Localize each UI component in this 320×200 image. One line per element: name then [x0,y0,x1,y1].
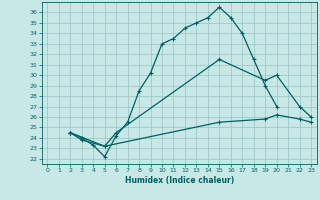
X-axis label: Humidex (Indice chaleur): Humidex (Indice chaleur) [124,176,234,185]
